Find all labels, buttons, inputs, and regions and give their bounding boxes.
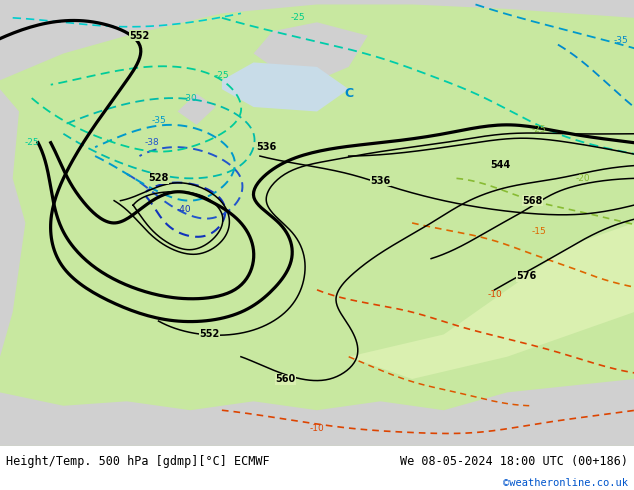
Text: -38: -38 [145,138,160,147]
Polygon shape [254,22,368,80]
Text: 552: 552 [129,31,150,41]
Text: 528: 528 [148,173,169,183]
Text: -25: -25 [290,13,306,23]
Text: -35: -35 [614,36,629,45]
Text: ©weatheronline.co.uk: ©weatheronline.co.uk [503,478,628,489]
Text: 560: 560 [275,374,295,384]
Polygon shape [222,62,349,112]
Polygon shape [0,379,634,446]
Text: -20: -20 [576,174,591,183]
Text: 552: 552 [199,329,219,340]
Polygon shape [349,223,634,379]
Text: -40: -40 [176,205,191,214]
Text: -35: -35 [151,116,166,125]
Text: 544: 544 [491,160,511,170]
Text: -10: -10 [487,290,502,299]
Text: -25: -25 [531,125,547,134]
Text: -30: -30 [183,94,198,102]
Text: -25: -25 [24,138,39,147]
Text: -25: -25 [214,72,230,80]
Polygon shape [0,0,634,80]
Text: Height/Temp. 500 hPa [gdmp][°C] ECMWF: Height/Temp. 500 hPa [gdmp][°C] ECMWF [6,455,270,468]
Text: -10: -10 [309,423,325,433]
Polygon shape [178,94,216,125]
Polygon shape [0,0,634,446]
Polygon shape [0,89,25,357]
Text: -15: -15 [531,227,547,236]
Text: C: C [344,87,353,100]
Text: 568: 568 [522,196,543,206]
Text: 536: 536 [256,142,276,152]
Text: 576: 576 [516,271,536,281]
Text: We 08-05-2024 18:00 UTC (00+186): We 08-05-2024 18:00 UTC (00+186) [399,455,628,468]
Text: 536: 536 [370,175,391,186]
